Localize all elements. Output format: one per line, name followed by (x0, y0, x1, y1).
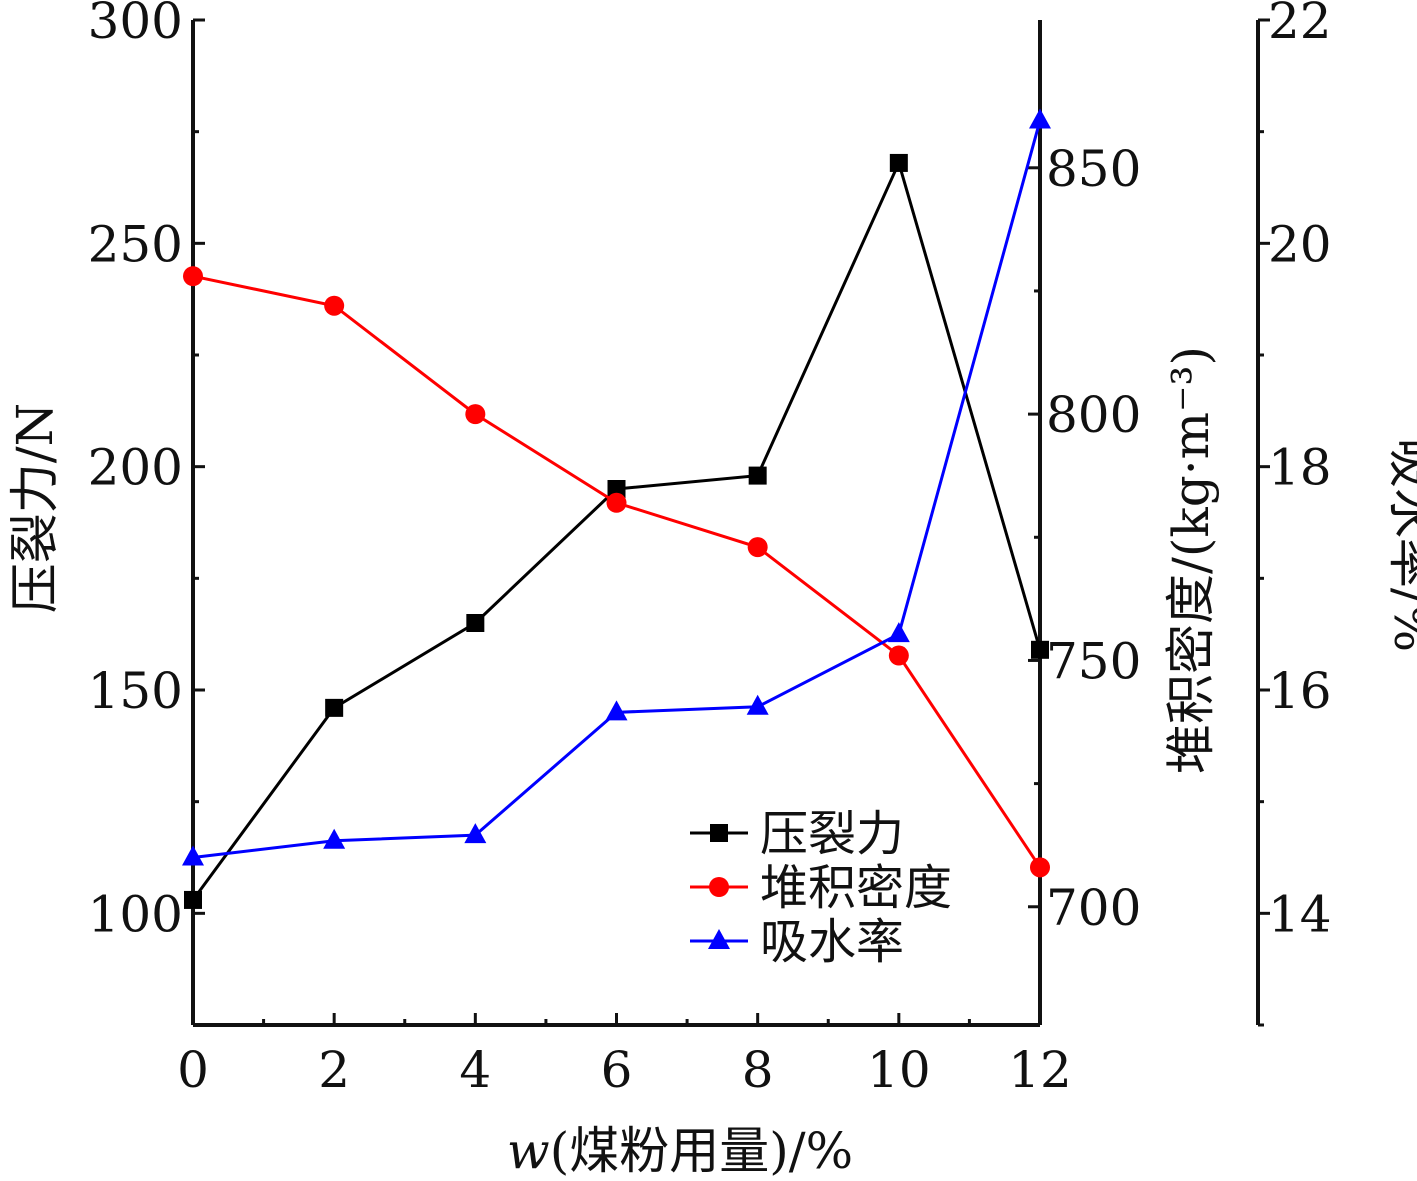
x-tick-label: 6 (601, 1041, 633, 1099)
density-y-tick-label: 800 (1046, 386, 1141, 444)
data-point (324, 295, 345, 316)
legend-marker (710, 824, 728, 842)
left-y-tick-label: 200 (88, 439, 183, 497)
left-y-axis-title: 压裂力/N (6, 403, 64, 614)
data-point (748, 466, 767, 485)
data-point (607, 480, 626, 498)
legend-item: 压裂力 (690, 806, 904, 862)
data-point (183, 266, 203, 287)
legend-label: 堆积密度 (760, 860, 952, 916)
x-axis-title: w(煤粉用量)/% (507, 1122, 853, 1180)
left-y-tick-label: 100 (88, 885, 183, 943)
absorption-y-axis-title: 吸水率/% (1383, 438, 1417, 652)
data-point (182, 845, 204, 866)
axes: 0 2 4 6 8 10 12 w(煤粉用量)/% 100 150 200 250 300 压裂力/N 70… (6, 0, 1417, 1180)
data-point (746, 694, 769, 715)
x-tick-label: 12 (1008, 1041, 1072, 1099)
legend-item: 堆积密度 (690, 860, 952, 916)
x-tick-label: 10 (867, 1041, 931, 1099)
legend-marker (708, 929, 730, 949)
series-line (191, 158, 1042, 901)
absorption-y-tick-label: 14 (1268, 885, 1332, 943)
data-point (466, 614, 485, 632)
data-point (606, 492, 627, 513)
x-tick-label: 8 (742, 1041, 774, 1099)
density-y-axis-title: 堆积密度/(kg·m⁻³) (1162, 346, 1220, 774)
data-point (325, 698, 344, 717)
data-point (1030, 857, 1050, 878)
data-point (184, 890, 202, 909)
legend-label: 压裂力 (760, 806, 904, 862)
data-point (889, 153, 908, 172)
density-y-tick-label: 750 (1046, 632, 1141, 690)
data-point (747, 537, 768, 558)
left-y-tick-label: 250 (88, 215, 183, 273)
density-y-tick-label: 700 (1046, 879, 1141, 937)
legend-item: 吸水率 (690, 914, 904, 970)
absorption-y-tick-label: 20 (1268, 215, 1332, 273)
data-point (465, 404, 486, 425)
data-point (887, 622, 910, 643)
series-1 (184, 153, 1049, 909)
x-tick-label: 4 (459, 1041, 491, 1099)
legend-label: 吸水率 (760, 914, 904, 970)
density-y-tick-label: 850 (1046, 140, 1141, 198)
series-line (192, 274, 1042, 869)
data-point (888, 645, 909, 666)
left-y-tick-label: 150 (88, 662, 183, 720)
data-point (1029, 108, 1051, 129)
absorption-y-tick-label: 18 (1268, 439, 1332, 497)
absorption-y-tick-label: 16 (1268, 662, 1332, 720)
data-point (1031, 640, 1049, 659)
data-point (605, 700, 628, 721)
legend-marker (709, 877, 729, 897)
absorption-y-tick-label: 22 (1268, 0, 1332, 50)
series-2 (183, 266, 1050, 878)
series-3 (182, 108, 1051, 866)
series-layer (182, 108, 1051, 909)
left-y-tick-label: 300 (88, 0, 183, 50)
x-tick-label: 0 (177, 1041, 209, 1099)
x-tick-label: 2 (318, 1041, 350, 1099)
data-point (464, 823, 487, 844)
data-point (323, 828, 346, 849)
